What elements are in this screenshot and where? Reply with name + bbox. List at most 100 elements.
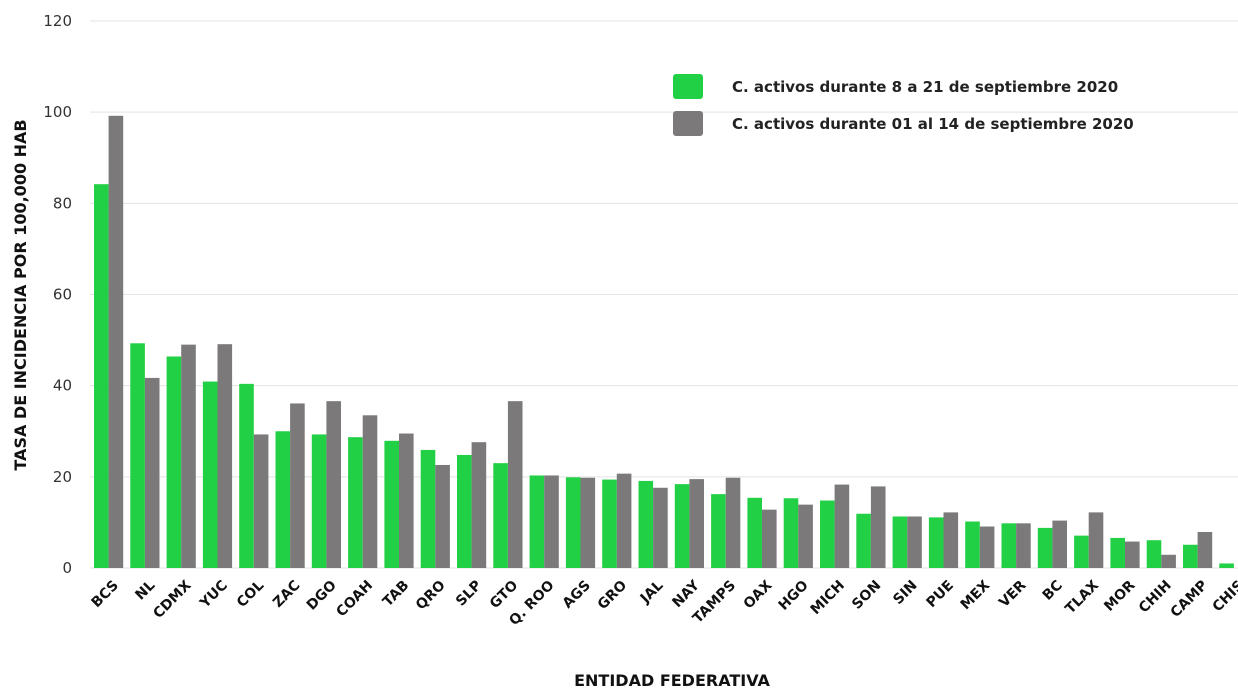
bar-series-2-bc xyxy=(1052,520,1067,568)
bar-series-1-camp xyxy=(1183,544,1198,568)
bar-series-1-bc xyxy=(1037,527,1053,568)
bar-series-1-mor xyxy=(1110,537,1125,568)
legend-label-series-2: C. activos durante 01 al 14 de septiembr… xyxy=(732,115,1134,133)
bar-series-2-q-roo xyxy=(544,475,559,568)
bar-series-2-bcs xyxy=(108,115,124,569)
bar-series-2-yuc xyxy=(217,344,233,568)
legend-swatch-series-1 xyxy=(673,74,703,99)
bar-series-2-chih xyxy=(1161,554,1176,568)
bar-series-1-oax xyxy=(747,497,762,568)
bar-series-2-ver xyxy=(1016,523,1031,568)
bar-series-1-sin xyxy=(892,516,908,568)
bar-series-1-son xyxy=(856,513,871,568)
y-tick-label: 80 xyxy=(53,194,72,212)
bar-series-2-gro xyxy=(616,473,632,568)
bar-series-2-mor xyxy=(1125,541,1140,568)
bar-series-2-pue xyxy=(943,512,959,568)
bar-series-1-mich xyxy=(820,500,835,568)
bar-series-1-qro xyxy=(420,449,436,568)
x-tick-label: AGS xyxy=(560,578,594,612)
bar-series-1-dgo xyxy=(311,434,327,568)
x-tick-label: SLP xyxy=(453,578,485,610)
bar-series-1-mex xyxy=(965,521,980,568)
y-tick-label: 40 xyxy=(53,377,72,395)
x-tick-label: BC xyxy=(1040,578,1066,604)
y-tick-label: 0 xyxy=(62,559,72,577)
x-axis-title: ENTIDAD FEDERATIVA xyxy=(574,671,770,688)
y-tick-label: 100 xyxy=(43,103,72,121)
bar-series-1-cdmx xyxy=(166,356,182,568)
bar-series-1-gto xyxy=(493,463,508,568)
bar-series-2-nl xyxy=(144,377,160,568)
bar-series-1-coah xyxy=(348,437,363,568)
x-tick-label: VER xyxy=(996,577,1030,611)
bar-series-1-col xyxy=(239,383,254,568)
x-tick-label: PUE xyxy=(924,578,957,611)
x-tick-label: NL xyxy=(132,577,158,603)
bar-series-1-jal xyxy=(638,480,654,568)
bar-series-1-tab xyxy=(384,440,399,568)
legend: C. activos durante 8 a 21 de septiembre … xyxy=(673,74,1134,136)
bars xyxy=(94,115,1234,569)
bar-series-1-ver xyxy=(1001,523,1017,568)
legend-label-series-1: C. activos durante 8 a 21 de septiembre … xyxy=(732,78,1118,96)
bar-series-1-gro xyxy=(602,479,617,568)
bar-series-1-chis xyxy=(1219,563,1234,568)
bar-series-2-mex xyxy=(979,526,995,568)
x-tick-label: TLAX xyxy=(1062,577,1102,617)
x-tick-label: ZAC xyxy=(270,578,303,611)
x-tick-label: BCS xyxy=(89,578,122,611)
bar-series-2-tlax xyxy=(1088,512,1104,568)
x-tick-label: CAMP xyxy=(1168,578,1211,621)
legend-swatch-series-2 xyxy=(673,111,703,136)
x-tick-label: GRO xyxy=(595,577,631,613)
bar-series-2-nay xyxy=(689,479,704,568)
x-tick-label: TAB xyxy=(380,578,413,611)
bar-series-1-bcs xyxy=(94,184,109,568)
x-tick-label: YUC xyxy=(196,578,230,612)
bar-series-1-nl xyxy=(130,343,145,568)
bar-series-2-jal xyxy=(653,487,668,568)
bar-series-1-tamps xyxy=(711,494,726,568)
x-tick-label: MOR xyxy=(1101,577,1138,614)
x-tick-label: SIN xyxy=(890,578,920,608)
x-tick-label: HGO xyxy=(776,577,812,613)
bar-series-1-zac xyxy=(275,431,291,568)
bar-series-1-ags xyxy=(565,477,581,568)
x-tick-label: MEX xyxy=(958,577,994,613)
bar-series-1-hgo xyxy=(783,498,799,568)
bar-series-2-qro xyxy=(435,464,450,568)
bar-series-2-son xyxy=(870,486,886,568)
bar-series-2-tamps xyxy=(725,477,741,568)
bar-series-1-slp xyxy=(457,454,472,568)
bar-series-2-camp xyxy=(1197,531,1213,568)
bar-series-1-pue xyxy=(928,517,944,568)
bar-series-1-yuc xyxy=(202,381,218,568)
bar-series-2-dgo xyxy=(326,401,341,568)
bar-series-1-tlax xyxy=(1074,535,1089,568)
bar-series-2-mich xyxy=(834,484,850,568)
x-tick-label: OAX xyxy=(741,577,776,612)
bar-series-2-tab xyxy=(399,433,414,568)
y-axis-title: TASA DE INCIDENCIA POR 100,000 HAB xyxy=(11,119,30,470)
bar-series-2-zac xyxy=(290,403,305,568)
x-tick-label: CHIS xyxy=(1210,578,1238,616)
bar-series-2-sin xyxy=(907,516,922,568)
x-tick-label: SON xyxy=(849,578,884,613)
x-tick-label: COAH xyxy=(333,578,376,621)
y-tick-label: 20 xyxy=(53,468,72,486)
x-tick-label: QRO xyxy=(413,577,449,613)
bar-series-2-ags xyxy=(580,477,596,568)
bar-series-2-cdmx xyxy=(181,344,196,568)
x-tick-label: JAL xyxy=(637,577,667,607)
bar-series-1-chih xyxy=(1146,540,1162,568)
bar-series-2-slp xyxy=(471,442,487,568)
bar-series-2-oax xyxy=(762,509,777,568)
bar-series-2-coah xyxy=(362,415,378,568)
bar-series-2-gto xyxy=(507,401,523,568)
y-tick-labels: 0 20 40 60 80 100 120 xyxy=(43,12,72,577)
bar-series-2-hgo xyxy=(798,504,813,568)
x-tick-label: COL xyxy=(234,577,267,610)
